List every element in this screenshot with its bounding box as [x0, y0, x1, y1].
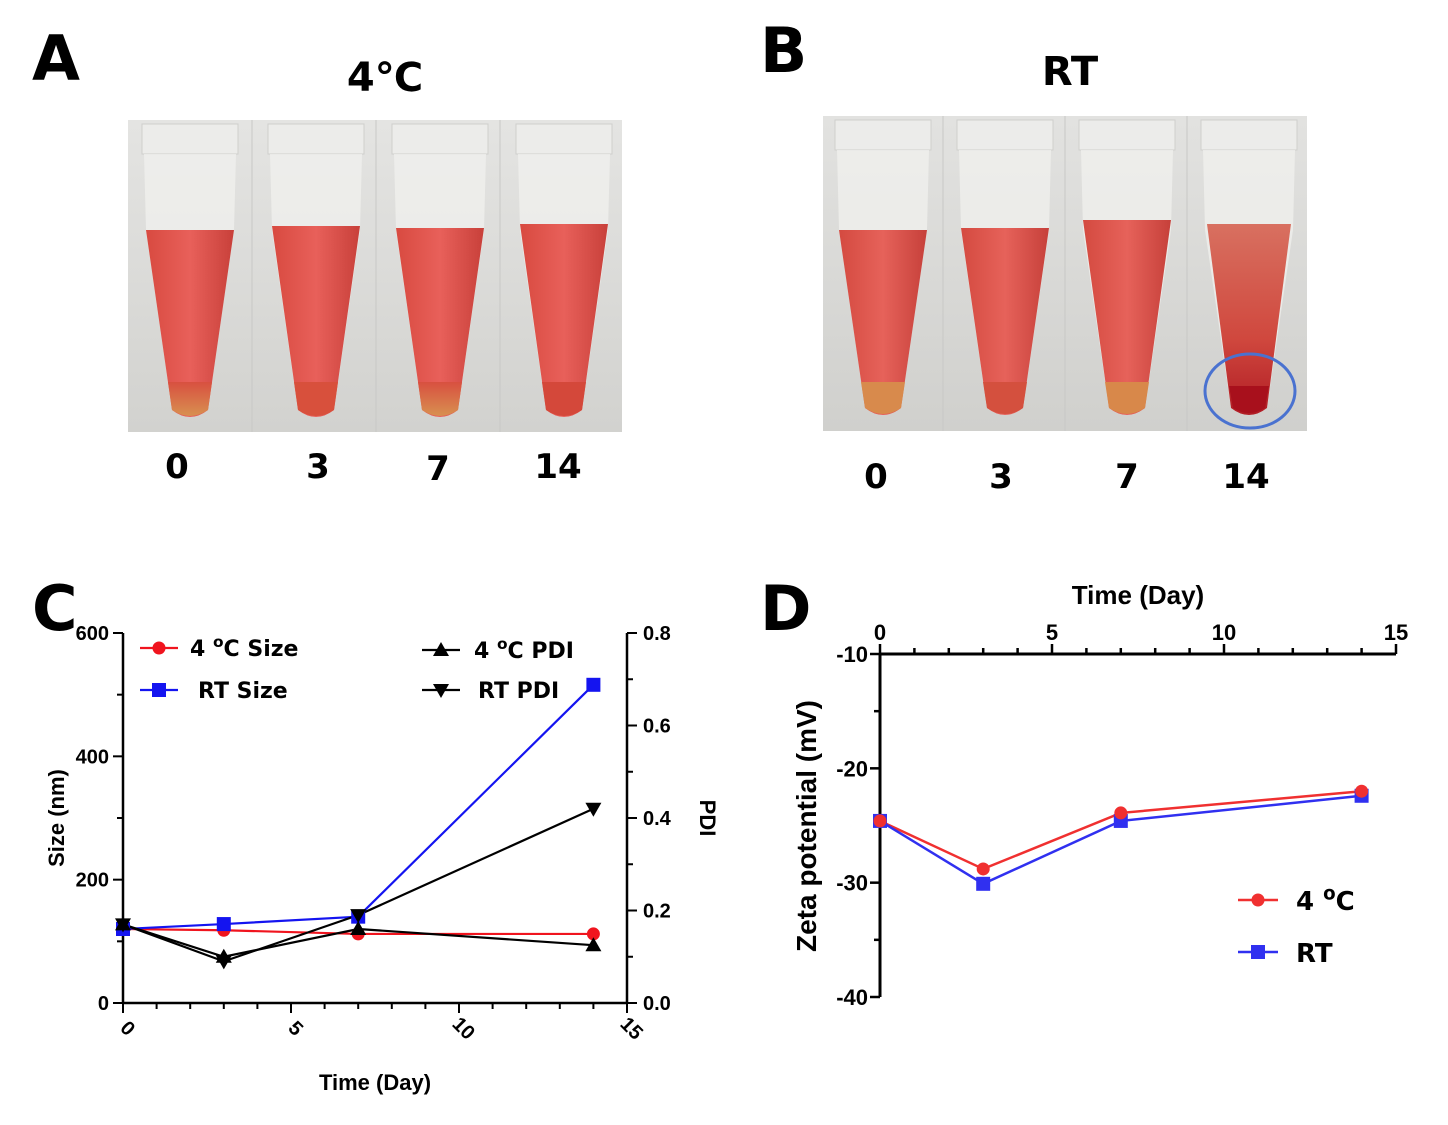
chart-d-y-tick-label: -30	[836, 871, 868, 896]
chart-d-legend-marker	[1251, 893, 1265, 907]
chart-c-y2-tick-label: 0.0	[643, 993, 671, 1015]
chart-c-y-tick-label: 0	[98, 993, 109, 1015]
tube-label-a-0: 0	[165, 447, 189, 487]
chart-c-legend-marker	[152, 641, 166, 655]
chart-d-x-tick-label: 0	[874, 620, 886, 645]
chart-c-series-line	[122, 807, 594, 963]
tube-label-b-14: 14	[1222, 457, 1270, 497]
chart-c-point	[350, 909, 367, 924]
tube-label-b-7: 7	[1115, 457, 1139, 497]
chart-c-legend-marker	[152, 683, 166, 697]
chart-d-group: 0 5 10 15 -10 -20 -30 -40 Time (Day) Zeta potenti…	[791, 580, 1408, 1010]
chart-d-legend-label: 4 oC	[1296, 884, 1355, 917]
tube-photo-4c	[128, 120, 622, 432]
chart-c-legend-label: 4 oC Size	[190, 633, 298, 662]
chart-d-point	[873, 814, 887, 828]
chart-c-series-line	[122, 684, 595, 931]
tube-label-b-3: 3	[989, 457, 1013, 497]
chart-d-series-line	[879, 794, 1362, 886]
chart-c-point	[585, 802, 602, 817]
chart-c-legend-label: RT PDI	[478, 679, 559, 704]
chart-d-x-tick-label: 5	[1046, 620, 1058, 645]
chart-c-legend-label: 4 oC PDI	[474, 635, 574, 664]
chart-c-y2-tick-label: 0.4	[643, 808, 672, 830]
tube-label-a-14: 14	[534, 447, 582, 487]
chart-c-series-line	[122, 923, 594, 958]
tube-label-a-3: 3	[306, 447, 330, 487]
chart-c-y-tick-label: 400	[76, 746, 109, 768]
panel-letter-b: B	[760, 14, 808, 87]
chart-d-point	[976, 862, 990, 876]
chart-c-y2-tick-label: 0.6	[643, 716, 671, 738]
chart-c-y-tick-label: 200	[76, 870, 109, 892]
chart-d-series-line	[879, 789, 1362, 871]
chart-d-x-tick-label: 10	[1212, 620, 1236, 645]
tube-label-a-7: 7	[426, 449, 450, 489]
chart-c-y2-label: PDI	[695, 800, 720, 837]
chart-d-y-tick-label: -20	[836, 756, 868, 781]
chart-d-point	[1355, 784, 1369, 798]
chart-c-point	[586, 927, 600, 941]
chart-c-point	[350, 921, 367, 935]
chart-c-y-label: Size (nm)	[44, 769, 69, 867]
chart-c-y2-tick-label: 0.8	[643, 623, 671, 645]
chart-c-point	[115, 918, 131, 933]
panel-letter-d: D	[760, 572, 812, 645]
chart-c-point	[585, 937, 602, 952]
chart-c-legend-marker	[433, 642, 449, 656]
chart-c-y2-tick-label: 0.2	[643, 901, 671, 923]
chart-d-y-label: Zeta potential (mV)	[791, 700, 822, 952]
chart-d-point	[1114, 806, 1128, 820]
chart-c-point	[215, 955, 232, 970]
panel-letter-a: A	[32, 22, 80, 95]
chart-d-legend-marker	[1251, 945, 1265, 959]
chart-d-y-tick-label: -10	[836, 642, 868, 667]
panel-letter-c: C	[32, 572, 78, 645]
tube-photo-rt	[823, 116, 1307, 431]
chart-d-x-label: Time (Day)	[1072, 580, 1204, 610]
chart-d-legend-label: RT	[1296, 939, 1333, 969]
chart-d-point	[976, 876, 991, 891]
chart-c-point	[586, 677, 601, 692]
chart-c-series-line	[122, 927, 594, 936]
chart-d-y-tick-label: -40	[836, 985, 868, 1010]
chart-c-legend-label: RT Size	[198, 679, 288, 704]
chart-c-y-tick-label: 600	[76, 623, 109, 645]
panel-a-title: 4℃	[346, 55, 424, 101]
tube-label-b-0: 0	[864, 457, 888, 497]
chart-c-legend-marker	[433, 684, 449, 698]
chart-c-x-label: Time (Day)	[319, 1070, 431, 1095]
chart-d-x-tick-label: 15	[1384, 620, 1408, 645]
chart-c-point	[216, 917, 231, 932]
panel-b-title: RT	[1041, 49, 1099, 95]
